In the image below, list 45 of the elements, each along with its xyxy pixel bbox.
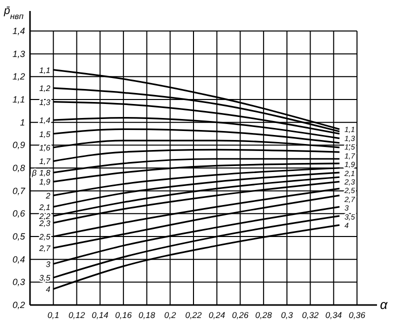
x-tick-label: 0,14 xyxy=(92,310,109,320)
series-label: 1,7 xyxy=(39,157,51,166)
series-label: 1,2 xyxy=(39,84,51,94)
series-label: 2,1 xyxy=(38,202,50,212)
y-tick-label: 0,8 xyxy=(12,163,25,173)
series-label: 3,5 xyxy=(39,274,51,283)
y-axis-title: p̄$_{нвп}$ xyxy=(3,5,24,20)
series-label: 4 xyxy=(46,285,51,294)
y-tick-label: 1,1 xyxy=(12,94,25,104)
y-tick-label: 0,3 xyxy=(12,277,25,288)
y-tick-label: 1,4 xyxy=(12,26,25,36)
series-label: 2 xyxy=(44,191,51,200)
x-tick-label: 0,16 xyxy=(115,310,132,320)
y-tick-label: 0,6 xyxy=(12,208,25,219)
x-tick-label: 0,3 xyxy=(281,310,294,320)
series-label: 1,8 xyxy=(39,168,51,178)
y-tick-label: 1,2 xyxy=(12,72,25,82)
series-label: 1,9 xyxy=(39,178,51,187)
legend-title: β xyxy=(31,168,37,178)
x-tick-label: 0,12 xyxy=(68,310,86,320)
x-tick-label: 0,26 xyxy=(232,310,249,320)
x-tick-label: 0,22 xyxy=(185,310,202,320)
series-label: 2,7 xyxy=(38,244,51,253)
series-label: 1,1 xyxy=(39,66,50,75)
x-tick-label: 0,2 xyxy=(164,310,176,320)
series-label: 1,6 xyxy=(39,143,51,152)
x-tick-label: 0,28 xyxy=(255,310,272,320)
y-tick-label: 0,2 xyxy=(12,300,25,310)
x-tick-label: 0,36 xyxy=(348,310,366,320)
y-tick-label: 1,3 xyxy=(12,48,25,59)
y-tick-label: 1 xyxy=(20,117,25,128)
y-tick-label: 0,9 xyxy=(12,140,25,150)
x-tick-label: 0,24 xyxy=(208,310,226,320)
y-tick-label: 0,5 xyxy=(12,232,26,242)
x-tick-label: 0,34 xyxy=(325,310,342,320)
series-label: 1,3 xyxy=(39,98,51,107)
x-tick-label: 0,18 xyxy=(138,310,156,320)
x-tick-label: 0,1 xyxy=(47,310,60,320)
series-label: 1,5 xyxy=(39,130,51,139)
series-label: 2,3 xyxy=(38,218,51,228)
x-axis-title: α xyxy=(380,297,388,312)
y-tick-label: 0,4 xyxy=(12,254,25,264)
y-tick-label: 0,7 xyxy=(12,186,26,196)
x-tick-label: 0,32 xyxy=(302,310,319,320)
series-label: 3 xyxy=(46,260,51,269)
